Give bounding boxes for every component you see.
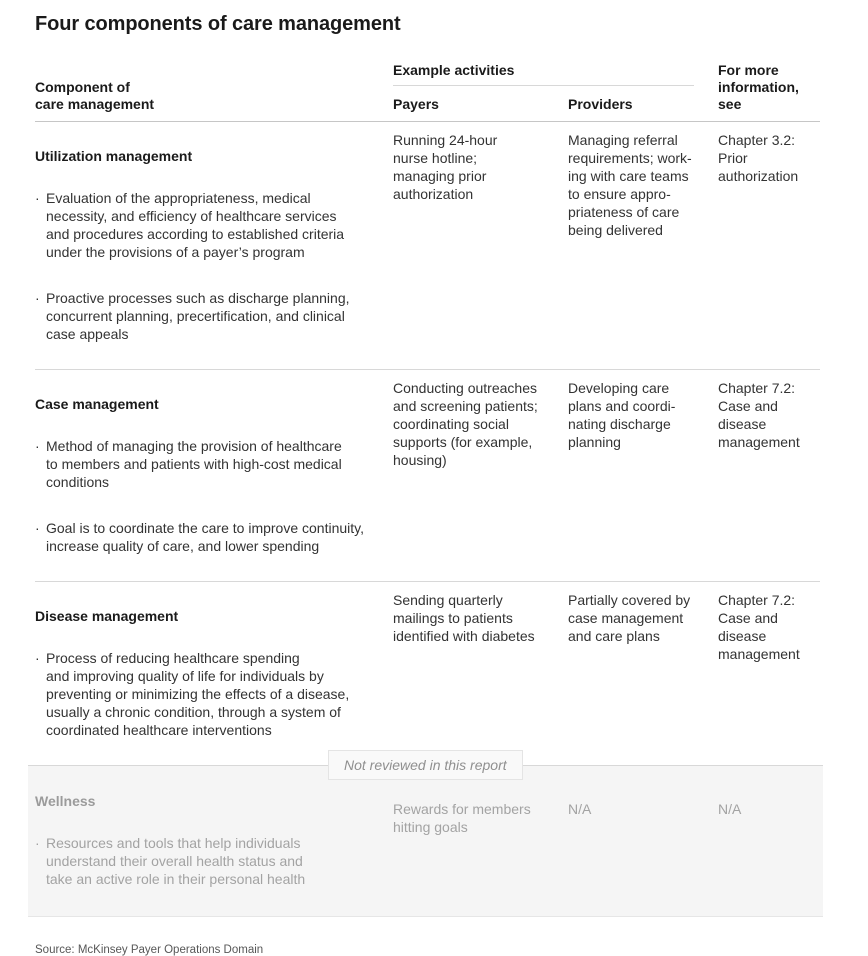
table-header: Component of care management Example act… xyxy=(35,62,820,122)
bullet-item: · Method of managing the provision of he… xyxy=(35,437,381,491)
col-header-providers: Providers xyxy=(568,96,633,112)
payers-cell: Running 24-hour nurse hotline; managing … xyxy=(393,132,498,202)
col-header-example-activities: Example activities xyxy=(393,62,515,78)
table-row-utilization-management: Utilization management · Evaluation of t… xyxy=(35,122,820,369)
col-header-component: Component of care management xyxy=(35,79,155,112)
bullet-dot-icon: · xyxy=(35,190,40,206)
bullet-text: Resources and tools that help individual… xyxy=(46,835,306,887)
bullet-text: Method of managing the provision of heal… xyxy=(46,438,342,490)
payers-cell: Conducting outreaches and screening pati… xyxy=(393,380,538,468)
bullet-dot-icon: · xyxy=(35,835,40,851)
bullet-item: · Resources and tools that help individu… xyxy=(35,834,381,888)
bullet-item: · Goal is to coordinate the care to impr… xyxy=(35,519,381,555)
row-heading: Wellness xyxy=(35,793,96,809)
example-activities-divider xyxy=(393,85,694,86)
bullet-dot-icon: · xyxy=(35,290,40,306)
component-cell: Disease management · Process of reducing… xyxy=(35,591,393,757)
not-reviewed-badge: Not reviewed in this report xyxy=(328,750,523,780)
row-heading: Case management xyxy=(35,396,159,412)
bullet-item: · Proactive processes such as discharge … xyxy=(35,289,381,343)
more-info-cell: Chapter 7.2: Case and disease management xyxy=(718,592,800,662)
component-cell: Utilization management · Evaluation of t… xyxy=(35,131,393,361)
bullet-item: · Evaluation of the appropriateness, med… xyxy=(35,189,381,261)
payers-cell: Sending quarterly mailings to patients i… xyxy=(393,592,535,644)
bullet-item: · Process of reducing healthcare spendin… xyxy=(35,649,381,739)
bullet-text: Proactive processes such as discharge pl… xyxy=(46,290,350,342)
bullet-dot-icon: · xyxy=(35,438,40,454)
example-activities-subheaders: Payers Providers xyxy=(393,96,718,113)
col-header-more-info: For more information, see xyxy=(718,62,799,112)
row-heading: Disease management xyxy=(35,608,179,624)
payers-cell: Rewards for members hitting goals xyxy=(393,801,531,835)
more-info-cell: Chapter 3.2: Prior authorization xyxy=(718,132,799,184)
bullet-dot-icon: · xyxy=(35,520,40,536)
more-info-cell: N/A xyxy=(718,801,742,817)
bullet-text: Evaluation of the appropriateness, medic… xyxy=(46,190,345,260)
more-info-cell: Chapter 7.2: Case and disease management xyxy=(718,380,800,450)
component-cell: Case management · Method of managing the… xyxy=(35,379,393,573)
bullet-dot-icon: · xyxy=(35,650,40,666)
providers-cell: N/A xyxy=(568,801,592,817)
providers-cell: Managing referral requirements; work- in… xyxy=(568,132,692,238)
bullet-text: Process of reducing healthcare spending … xyxy=(46,650,350,738)
example-activities-group: Example activities Payers Providers xyxy=(393,62,718,113)
providers-cell: Developing care plans and coordi- nating… xyxy=(568,380,676,450)
table-row-wellness: Not reviewed in this report Wellness · R… xyxy=(28,750,823,917)
table-row-case-management: Case management · Method of managing the… xyxy=(35,369,820,581)
col-header-payers: Payers xyxy=(393,96,439,112)
bullet-text: Goal is to coordinate the care to improv… xyxy=(46,520,365,554)
providers-cell: Partially covered by case management and… xyxy=(568,592,691,644)
care-management-table: Component of care management Example act… xyxy=(28,62,823,917)
component-cell: Wellness · Resources and tools that help… xyxy=(35,776,393,906)
source-note: Source: McKinsey Payer Operations Domain xyxy=(35,944,264,956)
table-row-disease-management: Disease management · Process of reducing… xyxy=(35,581,820,765)
report-page: Four components of care management Compo… xyxy=(28,13,823,956)
row-heading: Utilization management xyxy=(35,148,193,164)
page-title: Four components of care management xyxy=(35,13,401,35)
